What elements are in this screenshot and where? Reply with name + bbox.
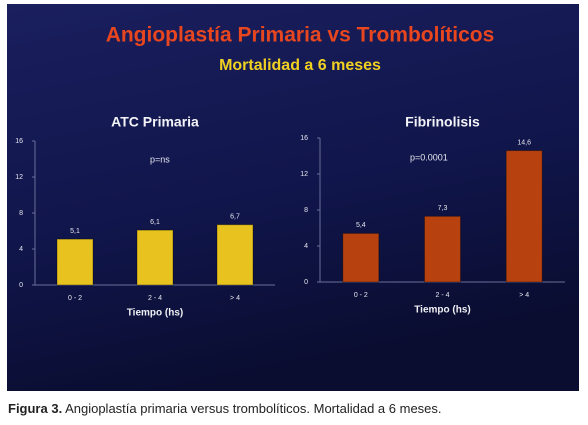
x-tick-label: > 4 xyxy=(230,295,240,302)
x-tick-label: 2 - 4 xyxy=(435,292,449,299)
value-label: 14,6 xyxy=(517,139,531,146)
bar xyxy=(424,215,461,283)
bar xyxy=(505,150,543,283)
caption-text: Angioplastía primaria versus trombolític… xyxy=(62,401,441,416)
x-axis-label: Tiempo (hs) xyxy=(414,305,470,316)
annotation: p=ns xyxy=(150,154,170,164)
y-tick-label: 16 xyxy=(300,135,308,142)
y-tick-label: 0 xyxy=(19,282,23,289)
bar xyxy=(216,224,254,286)
x-tick-label: > 4 xyxy=(519,292,529,299)
value-label: 7,3 xyxy=(438,205,448,212)
x-tick-label: 0 - 2 xyxy=(354,292,368,299)
x-tick-label: 0 - 2 xyxy=(68,295,82,302)
x-tick-label: 2 - 4 xyxy=(148,295,162,302)
y-tick-label: 4 xyxy=(19,246,23,253)
chart-title: ATC Primaria xyxy=(111,114,199,130)
value-label: 6,7 xyxy=(230,214,240,221)
value-label: 6,1 xyxy=(150,219,160,226)
slide-background xyxy=(7,4,579,391)
y-tick-label: 8 xyxy=(19,210,23,217)
x-axis-label: Tiempo (hs) xyxy=(127,308,183,319)
chart-title: Fibrinolisis xyxy=(405,114,480,130)
y-tick-label: 8 xyxy=(304,207,308,214)
caption: Figura 3. Angioplastía primaria versus t… xyxy=(8,401,442,416)
y-tick-label: 12 xyxy=(15,174,23,181)
caption-label: Figura 3. xyxy=(8,401,62,416)
bar xyxy=(136,229,174,286)
y-tick-label: 16 xyxy=(15,138,23,145)
annotation: p=0.0001 xyxy=(410,152,448,162)
y-tick-label: 12 xyxy=(300,171,308,178)
value-label: 5,4 xyxy=(356,222,366,229)
y-tick-label: 4 xyxy=(304,243,308,250)
slide-subtitle: Mortalidad a 6 meses xyxy=(219,57,381,74)
value-label: 5,1 xyxy=(70,228,80,235)
slide-title: Angioplastía Primaria vs Trombolíticos xyxy=(106,24,495,47)
bar xyxy=(342,232,380,283)
bar xyxy=(56,238,94,286)
y-tick-label: 0 xyxy=(304,279,308,286)
